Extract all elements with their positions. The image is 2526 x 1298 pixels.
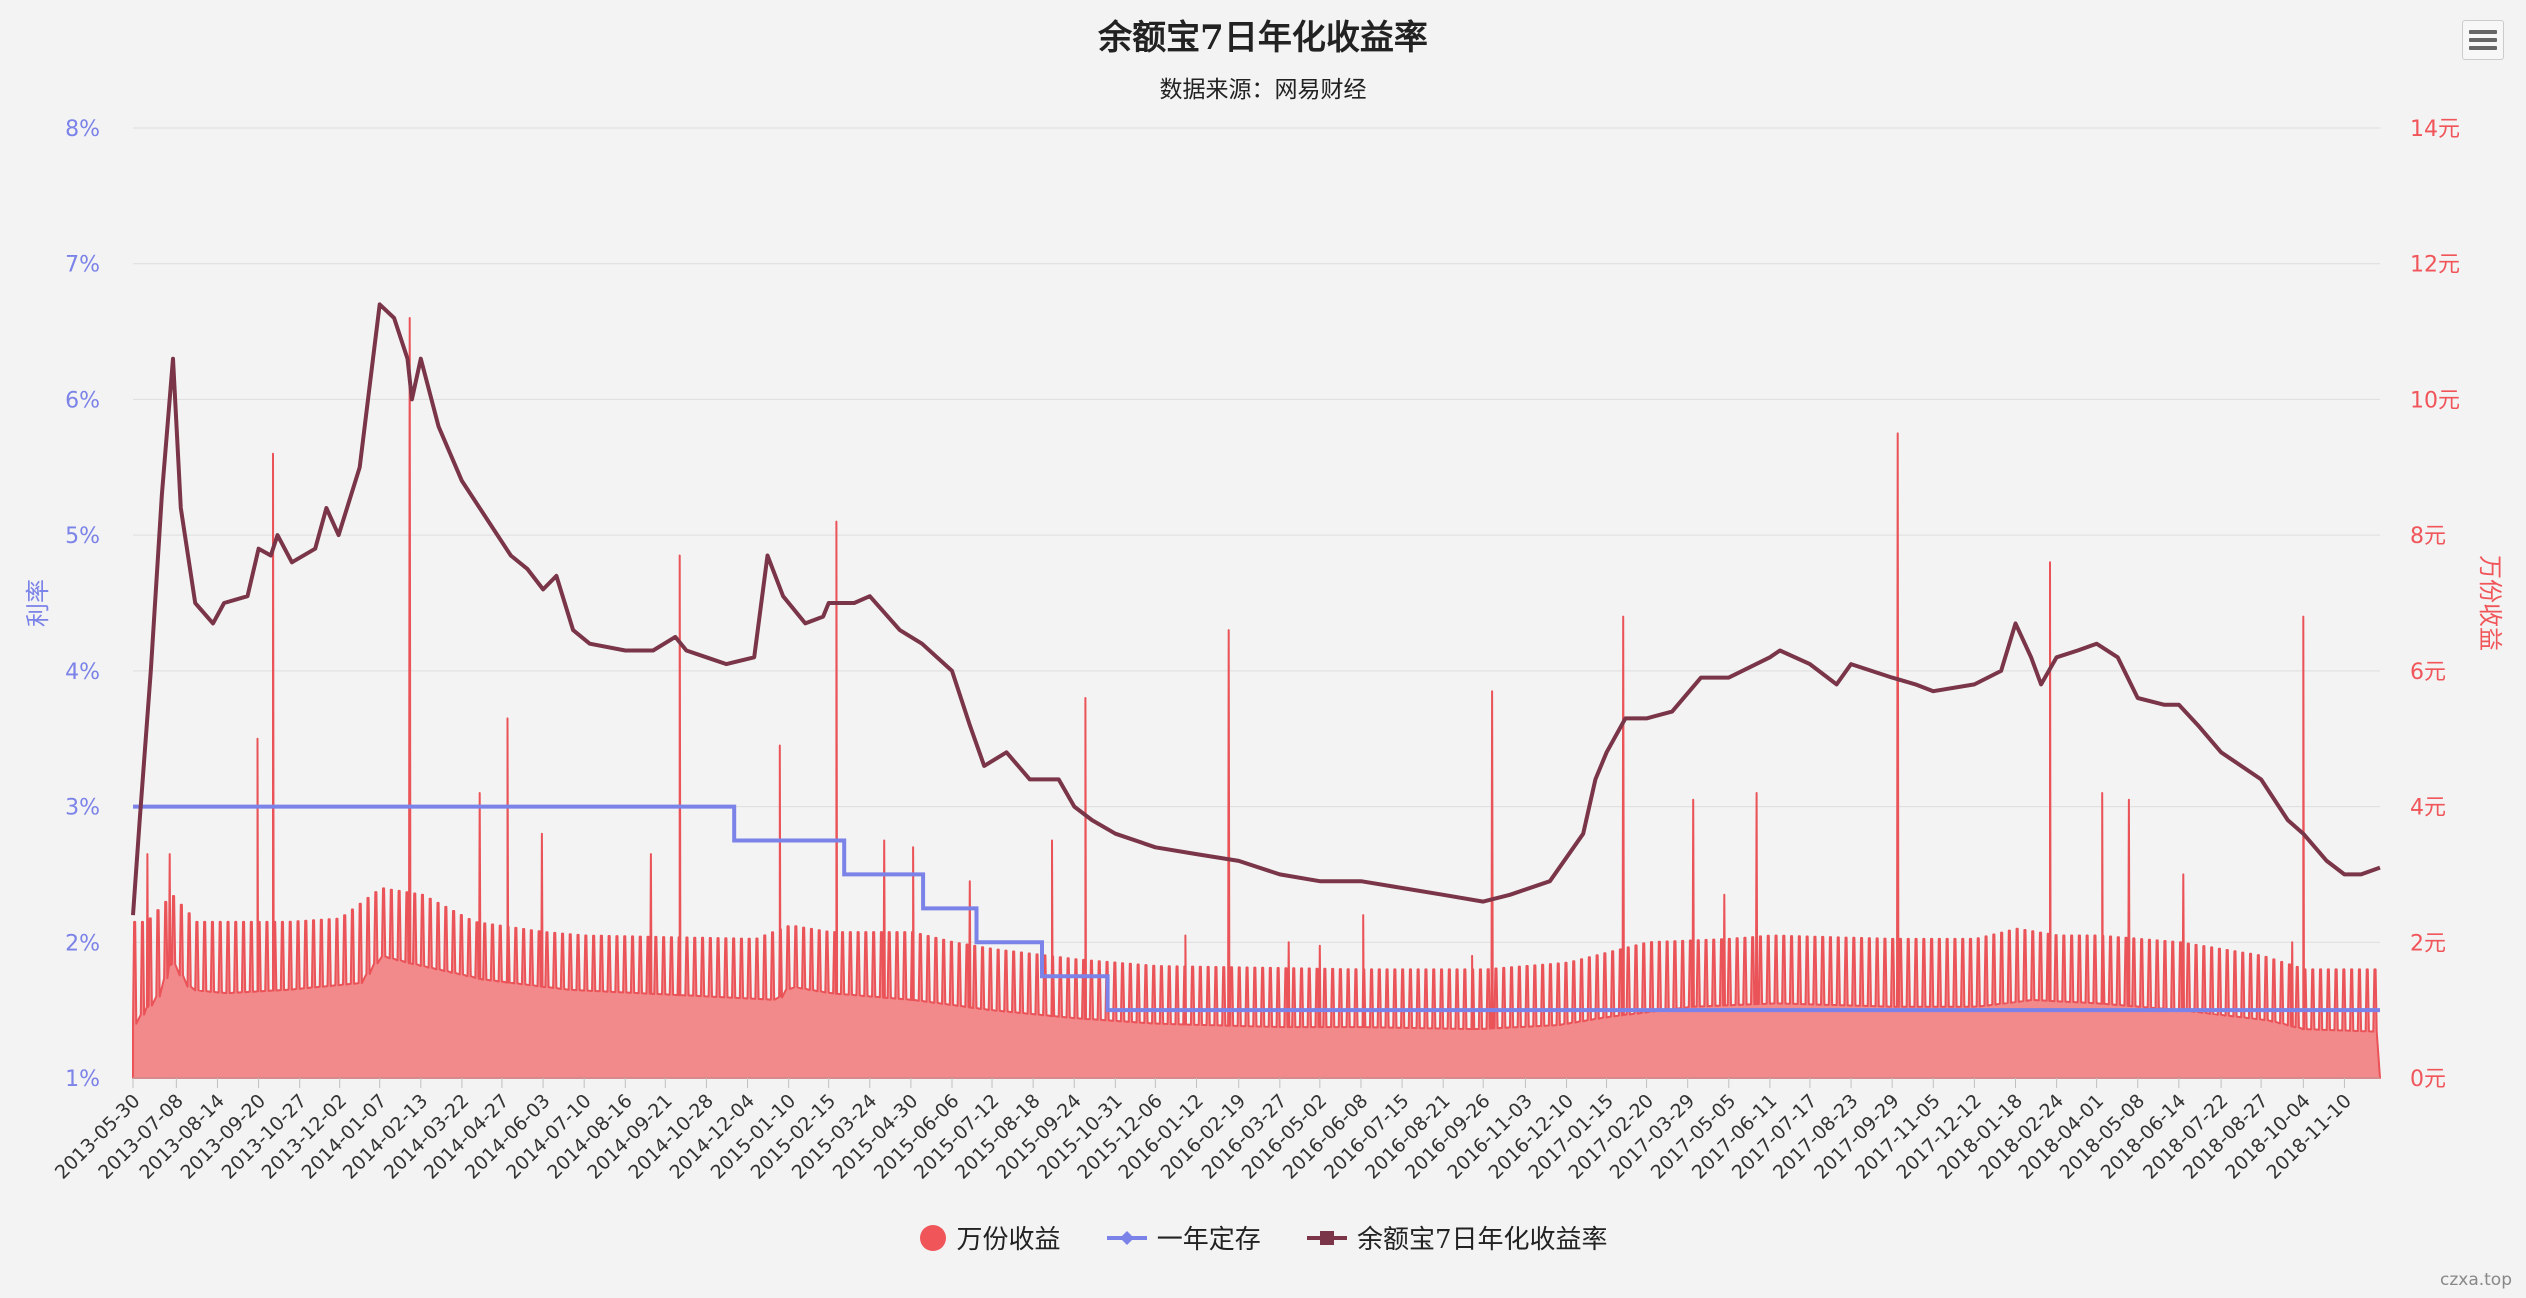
y-left-tick-label: 6% [65, 388, 100, 413]
y-right-tick-label: 10元 [2410, 388, 2460, 413]
y-left-tick-label: 1% [65, 1067, 100, 1092]
y-left-tick-label: 2% [65, 931, 100, 956]
y-right-tick-label: 14元 [2410, 117, 2460, 142]
credit-link[interactable]: czxa.top [2439, 1270, 2512, 1290]
legend-label: 余额宝7日年化收益率 [1357, 1225, 1608, 1255]
y-right-tick-label: 12元 [2410, 253, 2460, 278]
series-line-yuebao [131, 302, 2381, 916]
y-left-axis-title: 利率 [24, 579, 52, 627]
legend-item-wanfen[interactable]: 万份收益 [918, 1219, 1060, 1256]
square-line-marker-icon [1307, 1230, 1347, 1245]
y-left-tick-label: 5% [65, 524, 100, 549]
context-menu-button[interactable] [2462, 20, 2504, 60]
y-right-tick-label: 8元 [2410, 524, 2446, 549]
y-right-tick-label: 0元 [2410, 1067, 2446, 1092]
y-right-tick-label: 4元 [2410, 796, 2446, 821]
menu-bar-icon [2469, 38, 2497, 42]
legend: 万份收益 一年定存 余额宝7日年化收益率 [0, 1219, 2526, 1260]
line-layer [131, 302, 2381, 1013]
y-right-tick-label: 2元 [2410, 931, 2446, 956]
y-left-tick-label: 8% [65, 117, 100, 142]
legend-item-deposit[interactable]: 一年定存 [1105, 1219, 1261, 1256]
menu-bar-icon [2469, 46, 2497, 50]
series-area-wanfen [132, 317, 2381, 1079]
diamond-line-marker-icon [1106, 1230, 1147, 1245]
circle-marker-icon [920, 1224, 947, 1251]
menu-bar-icon [2469, 30, 2497, 34]
y-left-tick-label: 7% [65, 253, 100, 278]
legend-item-yuebao[interactable]: 余额宝7日年化收益率 [1305, 1219, 1608, 1256]
area-layer [132, 317, 2381, 1079]
chart-subtitle: 数据来源：网易财经 [1159, 77, 1367, 103]
legend-label: 一年定存 [1156, 1225, 1261, 1255]
series-line-deposit [133, 804, 2380, 1013]
y-right-axis-title: 万份收益 [2476, 555, 2504, 651]
y-left-tick-label: 4% [65, 660, 100, 685]
y-left-tick-label: 3% [65, 796, 100, 821]
y-right-tick-label: 6元 [2410, 660, 2446, 685]
legend-label: 万份收益 [956, 1225, 1061, 1255]
chart-title: 余额宝7日年化收益率 [1098, 18, 1428, 58]
